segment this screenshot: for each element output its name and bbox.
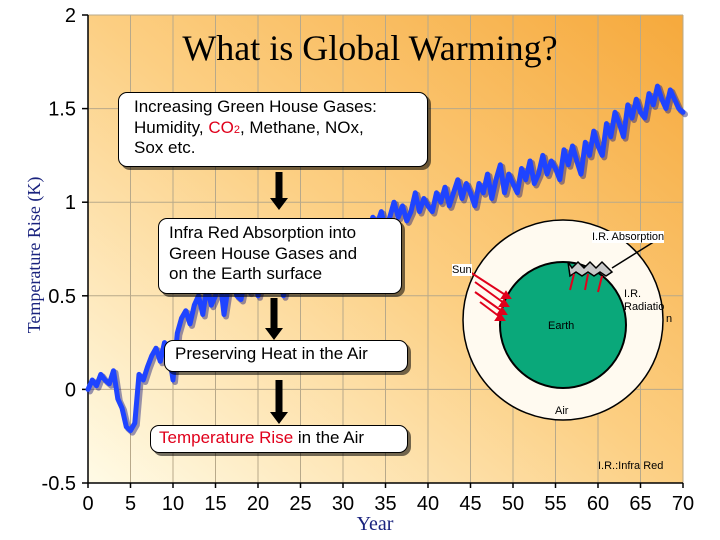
x-tick-label: 20: [247, 493, 269, 515]
x-tick-label: 70: [672, 493, 694, 515]
x-tick-label: 0: [82, 493, 93, 515]
sun-label: Sun: [452, 264, 472, 276]
greenhouse-others: , Methane, NOx,: [239, 117, 364, 137]
x-tick-label: 50: [502, 493, 524, 515]
ir-radiation-line-2: Radiatio: [624, 300, 665, 313]
x-tick-label: 55: [544, 493, 566, 515]
x-axis-label: Year: [357, 513, 394, 535]
x-tick-label: 10: [162, 493, 184, 515]
absorption-line-1: Infra Red Absorption into: [169, 223, 357, 242]
earth-circle: [499, 261, 627, 389]
x-tick-label: 35: [374, 493, 396, 515]
ir-absorption-label: I.R. Absorption: [592, 231, 665, 243]
y-tick-label: 1.5: [48, 99, 76, 121]
temperature-rise-text: Temperature Rise: [159, 428, 294, 447]
absorption-line-3: on the Earth surface: [169, 264, 323, 284]
flow-arrows: [265, 172, 288, 424]
y-tick-label: 0.5: [48, 286, 76, 308]
preserving-text: Preserving Heat in the Air: [175, 344, 368, 363]
x-tick-label: 25: [289, 493, 311, 515]
x-tick-label: 5: [125, 493, 136, 515]
greenhouse-co2: CO: [208, 117, 234, 137]
greenhouse-diagram: [462, 219, 664, 421]
ghg-molecules: [567, 260, 614, 278]
in-the-air-text: in the Air: [293, 428, 365, 447]
ir-radiation-arrows: [569, 273, 603, 293]
y-tick-label: 2: [65, 5, 76, 27]
x-tick-label: 60: [587, 493, 609, 515]
x-tick-label: 40: [417, 493, 439, 515]
greenhouse-line-2: Humidity, CO2, Methane, NOx,: [134, 118, 419, 139]
x-tick-label: 65: [629, 493, 651, 515]
temperature-rise-box: Temperature Rise in the Air: [150, 425, 408, 453]
chart-title: What is Global Warming?: [182, 28, 557, 68]
greenhouse-line-3: Sox etc.: [134, 138, 196, 158]
ir-radiation-line-1: I.R.: [624, 288, 642, 300]
earth-label: Earth: [548, 320, 575, 332]
ir-absorption-box: Infra Red Absorption into Green House Ga…: [158, 218, 402, 294]
greenhouse-co2-subscript: 2: [233, 123, 240, 136]
y-axis-label: Temperature Rise (K): [24, 177, 45, 334]
greenhouse-gases-box: Increasing Green House Gases: Humidity, …: [118, 92, 428, 167]
greenhouse-line-1: Increasing Green House Gases:: [134, 97, 377, 116]
y-tick-label: 1: [65, 192, 76, 214]
greenhouse-humidity: Humidity,: [134, 117, 209, 137]
ir-radiation-label: I.R. Radiatio n: [624, 288, 672, 326]
ir-radiation-line-3: n: [666, 313, 673, 326]
sun-rays: [469, 271, 512, 321]
axes: -0.500.511.520 5 10 15 20 25 30 35 40 45 50 55 60 65 7…: [42, 5, 695, 515]
absorption-line-2: Green House Gases and: [169, 243, 358, 263]
y-tick-label: 0: [65, 379, 76, 401]
preserving-heat-box: Preserving Heat in the Air: [164, 340, 408, 372]
air-label: Air: [555, 405, 569, 417]
y-tick-label: -0.5: [42, 473, 76, 495]
x-tick-label: 45: [459, 493, 481, 515]
ir-note-label: I.R.:Infra Red: [598, 460, 664, 472]
x-tick-label: 30: [332, 493, 354, 515]
x-tick-label: 15: [204, 493, 226, 515]
